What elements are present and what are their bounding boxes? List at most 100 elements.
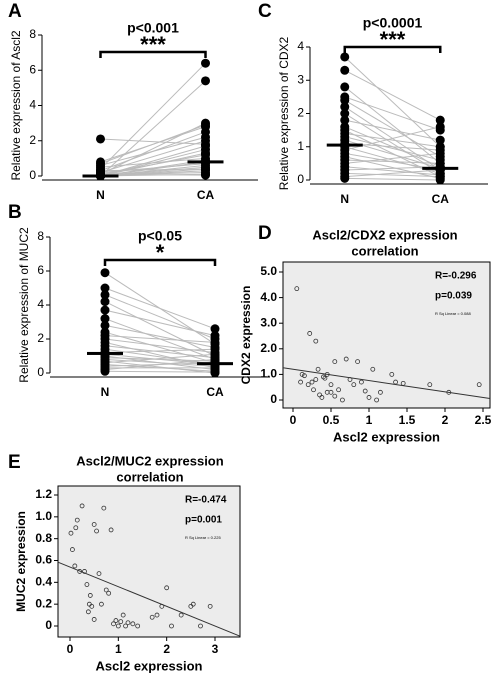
y-tick-label: 0 [270,392,277,406]
y-tick-label: 1.2 [35,487,52,501]
pair-line [104,335,216,343]
dot [340,115,350,125]
pair-line [104,324,216,348]
pair-line [100,140,206,173]
bracket [343,45,442,53]
point [343,356,349,362]
point [427,382,433,388]
y-tick-label: 1.0 [35,509,52,523]
median-bar [422,166,459,170]
point [389,371,395,377]
dot [100,331,110,341]
point [315,366,321,372]
pair-line [100,136,206,166]
dot [100,305,110,315]
point [154,612,160,618]
pair-line [100,138,206,145]
point [328,389,334,395]
point [313,377,319,382]
median-bar [187,160,224,164]
y-tick-label: 0 [297,172,304,186]
y-tick-label: 4.0 [260,290,277,304]
point [91,522,97,527]
dot [340,82,350,92]
point [149,614,155,620]
y-axis-label: Relative expression of Ascl2 [9,30,23,180]
pair-line [344,69,441,121]
point [96,571,102,576]
y-tick-label: 3 [297,72,304,86]
point [82,569,87,574]
point [339,397,345,403]
pair-line [100,168,206,172]
y-tick-label: 2 [29,133,36,147]
chart-title: Ascl2/MUC2 expression [76,453,223,468]
plot-area [57,485,241,638]
x-tick-label: CA [206,385,224,399]
pair-line [104,338,216,354]
p-value: p<0.0001 [363,15,423,31]
point [111,621,116,627]
panel-label: C [258,1,272,22]
dot [435,122,445,132]
point [108,527,114,533]
point [400,380,406,386]
point [328,382,334,388]
pair-line [344,166,441,176]
x-axis-label: Ascl2 expression [333,429,440,444]
dot [201,76,210,86]
chart-title: Ascl2/CDX2 expression [312,227,457,242]
dot [340,109,350,118]
pair-line [104,358,216,367]
dot [100,366,110,376]
median-bar [82,174,119,178]
pair-line [104,360,216,374]
point [305,382,311,388]
dot [96,134,105,144]
stars: *** [140,32,166,57]
y-tick-label: 0 [29,168,36,182]
pair-line [100,152,206,177]
y-tick-label: 4 [29,98,36,112]
y-axis-label: Relative expression of MUC2 [17,227,31,383]
point [99,601,104,607]
pair-line [100,145,206,177]
point [347,377,353,382]
pair-line [104,370,216,373]
stars: * [156,240,165,265]
dot [340,65,350,75]
dot [435,152,445,162]
pair-line [100,157,206,168]
pair-line [104,353,216,365]
dot [435,135,445,145]
y-tick-label: 6 [37,263,44,277]
x-tick-label: 1.5 [399,413,416,427]
point [106,590,112,596]
point [362,388,368,394]
pair-line [344,152,441,164]
pair-line [104,348,216,354]
pair-line [104,301,216,357]
pair-line [104,358,216,371]
pair-line [344,136,441,161]
y-tick-label: 5.0 [260,264,277,278]
dot [100,283,110,293]
chart-title: correlation [116,469,183,484]
pair-line [344,56,441,148]
point [370,366,376,372]
point [207,603,213,609]
point [130,621,136,627]
point [125,620,131,626]
dot [340,173,350,183]
dot [210,331,220,341]
dot [340,52,350,62]
y-tick-label: 0.4 [35,575,52,589]
x-tick-label: N [340,192,349,206]
point [113,618,119,623]
point [178,612,184,618]
stars: *** [380,27,406,52]
point [94,528,99,534]
point [374,397,380,403]
y-tick-label: 0 [45,618,52,632]
